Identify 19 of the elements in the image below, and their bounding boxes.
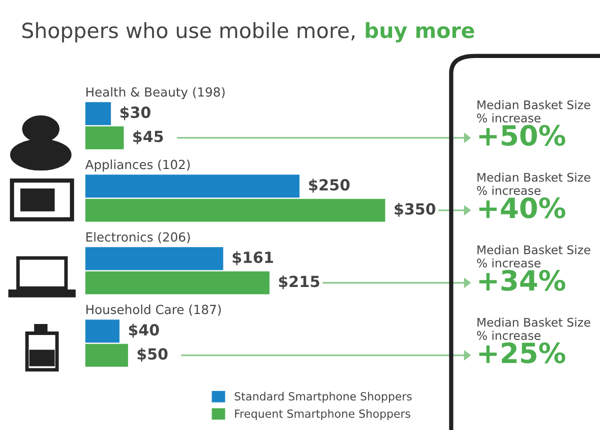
data-label: $250 [309, 178, 350, 193]
text: Median Basket Size % increase +50% [477, 100, 590, 146]
text: Median Basket Size % increase +40% [477, 172, 590, 218]
data-label: $30 [120, 106, 150, 120]
y-tick-label: Household Care (187) [86, 304, 221, 316]
y-tick-label: Appliances (102) [85, 160, 190, 172]
chart-title: Shoppers who use mobile more, buy more [22, 22, 474, 42]
data-label: $45 [133, 130, 163, 144]
data-label: $215 [279, 275, 320, 290]
data-label: $350 [394, 202, 436, 217]
data-label: $50 [138, 348, 168, 362]
data-label: $40 [129, 324, 159, 338]
legend-label: Frequent Smartphone Shoppers [235, 409, 410, 420]
legend-label: Standard Smartphone Shoppers [234, 392, 412, 403]
text: Median Basket Size % increase +34% [477, 245, 590, 291]
text: Median Basket Size % increase +25% [477, 318, 590, 364]
y-tick-label: Health & Beauty (198) [86, 87, 225, 100]
data-label: $161 [232, 251, 274, 266]
y-tick-label: Electronics (206) [86, 232, 190, 244]
